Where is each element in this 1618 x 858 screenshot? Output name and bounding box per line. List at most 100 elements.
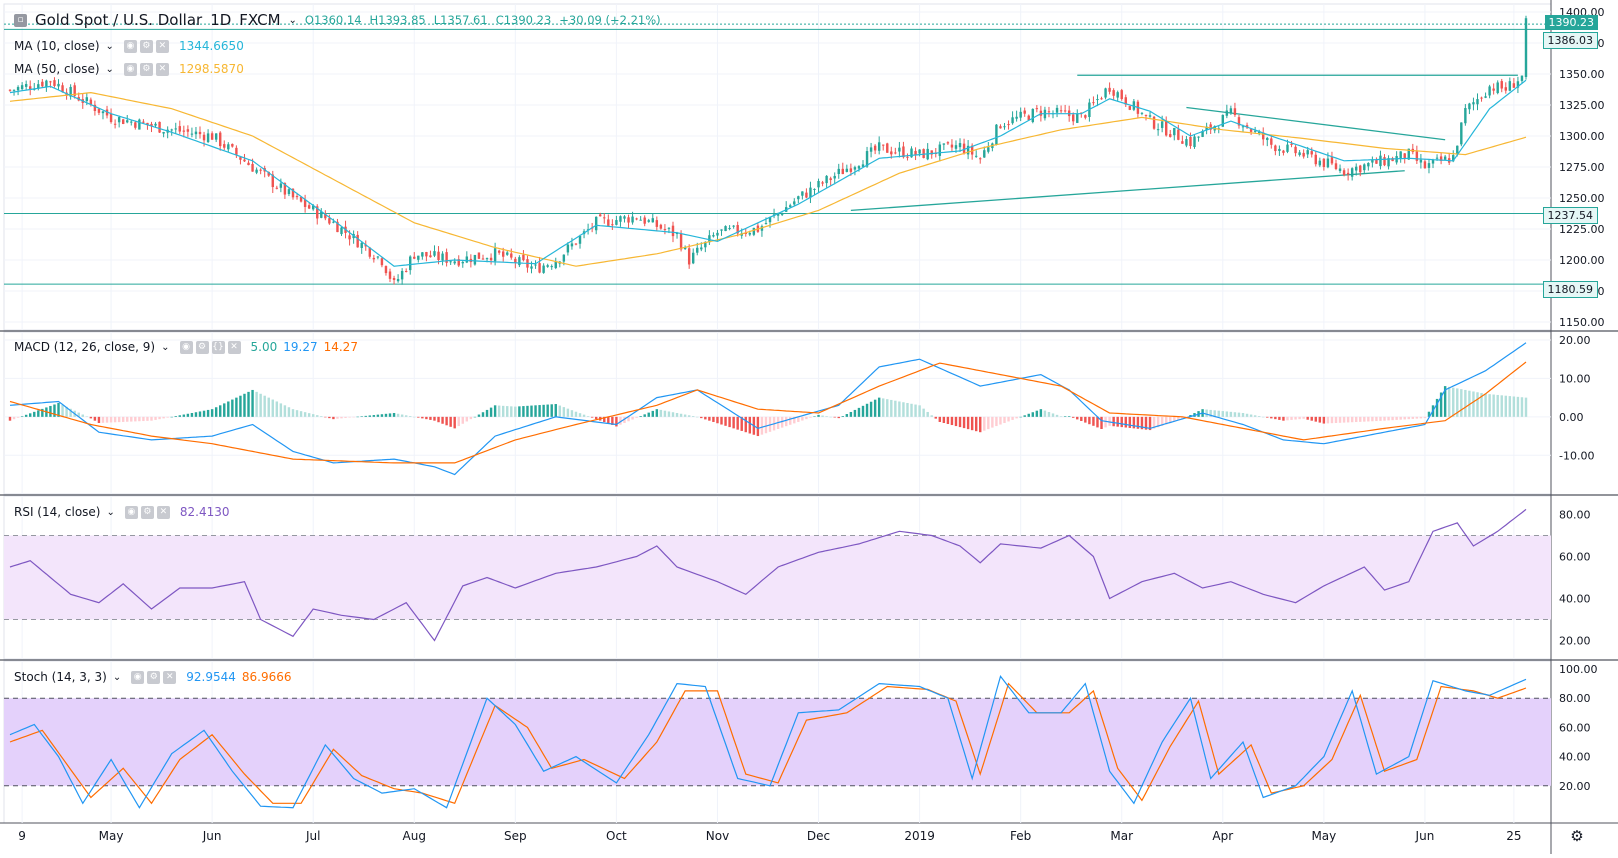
- macd-histogram-bar: [287, 407, 291, 417]
- macd-histogram-bar: [1205, 409, 1208, 417]
- close-icon[interactable]: ✕: [156, 505, 170, 519]
- legend-ma10[interactable]: MA (10, close) ⌄ ◉ ⚙ ✕ 1344.6650: [14, 39, 244, 53]
- chevron-down-icon[interactable]: ⌄: [105, 63, 114, 75]
- macd-histogram-bar: [970, 416, 974, 431]
- chevron-down-icon[interactable]: ⌄: [105, 40, 114, 52]
- candle-body: [995, 124, 998, 145]
- candle-body: [546, 265, 549, 267]
- candle-body: [150, 123, 153, 127]
- macd-histogram-bar: [586, 416, 590, 417]
- gear-icon[interactable]: ⚙: [147, 670, 161, 684]
- legend-ma50[interactable]: MA (50, close) ⌄ ◉ ⚙ ✕ 1298.5870: [14, 62, 244, 76]
- macd-histogram-bar: [421, 416, 424, 419]
- candle-body: [1371, 159, 1374, 163]
- interval-label[interactable]: 1D: [210, 11, 232, 29]
- candle-body: [477, 252, 481, 259]
- macd-histogram-bar: [946, 416, 950, 425]
- macd-histogram-bar: [962, 416, 966, 429]
- x-tick-label: Feb: [1010, 829, 1031, 843]
- candle-body: [861, 164, 865, 167]
- candle-body: [178, 126, 182, 132]
- candle-body: [158, 121, 161, 133]
- macd-histogram-bar: [1148, 416, 1152, 431]
- eye-icon[interactable]: ◉: [123, 62, 137, 76]
- candle-body: [603, 217, 606, 219]
- macd-histogram-bar: [279, 403, 283, 417]
- gear-icon[interactable]: ⚙: [139, 39, 153, 53]
- candle-body: [805, 192, 808, 198]
- macd-histogram-bar: [404, 415, 408, 417]
- macd-histogram-bar: [150, 416, 153, 421]
- macd-histogram-bar: [413, 416, 416, 418]
- candle-body: [1144, 114, 1148, 116]
- candle-body: [813, 188, 816, 190]
- symbol-name[interactable]: Gold Spot / U.S. Dollar: [35, 11, 203, 29]
- collapse-icon[interactable]: ▫: [14, 13, 27, 27]
- candle-body: [898, 147, 901, 152]
- macd-histogram-bar: [1524, 397, 1528, 417]
- chevron-down-icon[interactable]: ⌄: [288, 14, 297, 26]
- candle-body: [849, 168, 853, 172]
- candle-body: [392, 278, 396, 280]
- candle-body: [1512, 83, 1516, 88]
- macd-histogram-bar: [101, 416, 105, 423]
- candle-body: [853, 167, 857, 170]
- macd-histogram-bar: [81, 414, 84, 417]
- macd-histogram-bar: [113, 416, 117, 423]
- legend-rsi[interactable]: RSI (14, close) ⌄ ◉ ⚙ ✕ 82.4130: [14, 505, 230, 519]
- candle-body: [134, 122, 137, 128]
- close-icon[interactable]: ✕: [155, 39, 169, 53]
- macd-histogram-bar: [352, 416, 355, 418]
- close-icon[interactable]: ✕: [155, 62, 169, 76]
- candle-body: [643, 217, 646, 224]
- macd-histogram-bar: [1257, 416, 1261, 417]
- close-icon[interactable]: ✕: [227, 340, 241, 354]
- close-icon[interactable]: ✕: [163, 670, 177, 684]
- candle-body: [223, 144, 226, 148]
- macd-histogram-bar: [506, 406, 509, 417]
- eye-icon[interactable]: ◉: [131, 670, 145, 684]
- eye-icon[interactable]: ◉: [124, 505, 138, 519]
- gear-icon[interactable]: ⚙: [195, 340, 209, 354]
- macd-histogram-bar: [497, 405, 501, 417]
- candle-body: [279, 183, 283, 188]
- macd-histogram-bar: [316, 415, 319, 417]
- gear-icon[interactable]: ⚙: [140, 505, 154, 519]
- candle-body: [174, 128, 177, 130]
- legend-macd[interactable]: MACD (12, 26, close, 9) ⌄ ◉ ⚙{} ✕ 5.00 19.…: [14, 340, 358, 354]
- candle-body: [1314, 154, 1317, 165]
- eye-icon[interactable]: ◉: [179, 340, 193, 354]
- candle-body: [801, 191, 804, 196]
- gear-icon[interactable]: ⚙: [1570, 827, 1583, 845]
- macd-histogram-bar: [501, 405, 505, 417]
- candle-body: [655, 220, 659, 227]
- candle-body: [962, 143, 966, 153]
- candle-body: [1120, 90, 1123, 100]
- macd-histogram-bar: [1233, 412, 1237, 417]
- macd-histogram-bar: [178, 415, 182, 417]
- chevron-down-icon[interactable]: ⌄: [106, 506, 115, 518]
- macd-histogram-bar: [1249, 414, 1253, 417]
- gear-icon[interactable]: ⚙: [139, 62, 153, 76]
- candle-body: [1488, 86, 1491, 96]
- macd-histogram-bar: [797, 416, 800, 422]
- chevron-down-icon[interactable]: ⌄: [112, 671, 122, 683]
- candle-body: [797, 196, 800, 200]
- stoch-d-line: [9, 682, 1527, 805]
- candle-body: [1415, 151, 1419, 161]
- ohlc-close: C1390.23: [495, 13, 552, 27]
- price-tag-last: 1390.23: [1544, 15, 1598, 30]
- macd-histogram-bar: [465, 416, 469, 422]
- macd-histogram-bar: [582, 414, 586, 417]
- eye-icon[interactable]: ◉: [123, 39, 137, 53]
- candle-body: [865, 151, 869, 167]
- legend-stoch[interactable]: Stoch (14, 3, 3) ⌄ ◉ ⚙ ✕ 92.9544 86.9666: [14, 670, 291, 684]
- candle-body: [974, 155, 978, 157]
- source-icon[interactable]: {}: [211, 340, 225, 354]
- macd-histogram-bar: [469, 416, 473, 420]
- chevron-down-icon[interactable]: ⌄: [161, 341, 170, 353]
- macd-histogram-bar: [849, 411, 853, 417]
- candle-body: [1116, 92, 1119, 98]
- macd-histogram-bar: [409, 416, 412, 417]
